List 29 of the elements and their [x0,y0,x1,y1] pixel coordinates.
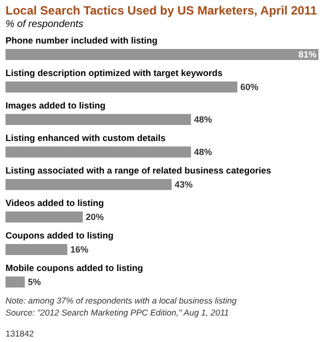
bar [6,82,238,92]
y-tick-label: Images added to listing [6,100,106,110]
data-label: 20% [86,212,104,222]
bar [6,179,172,190]
source-note: Source: "2012 Search Marketing PPC Edition," Aug 1, 2011 [6,308,230,318]
y-tick-label: Phone number included with listing [6,36,158,46]
y-tick-label: Listing enhanced with custom details [6,133,166,143]
data-label: 60% [240,82,258,92]
text: Note: among 37% of respondents with a local business listing [6,296,237,306]
data-label: 43% [174,180,193,190]
data-label: 48% [194,114,212,124]
y-tick-label: Coupons added to listing [6,230,114,240]
data-label: 16% [70,244,88,254]
bar [6,146,191,158]
data-label: 48% [194,147,212,157]
y-tick-label: Listing description optimized with target keywords [6,68,223,78]
bar [6,49,318,60]
chart-subtitle: % of respondents [6,19,84,30]
bar [6,114,191,125]
y-tick-label: Mobile coupons added to listing [6,263,143,273]
y-tick-label: Listing associated with a range of related business categories [6,166,272,176]
data-label: 81% [298,50,316,60]
bar [6,276,25,288]
bar [6,212,83,222]
chart-title: Local Search Tactics Used by US Marketers, April 2011 [6,4,318,18]
y-tick-label: Videos added to listing [6,198,104,208]
text: 131842 [6,328,34,338]
data-label: 5% [28,277,41,287]
bar [6,244,68,255]
